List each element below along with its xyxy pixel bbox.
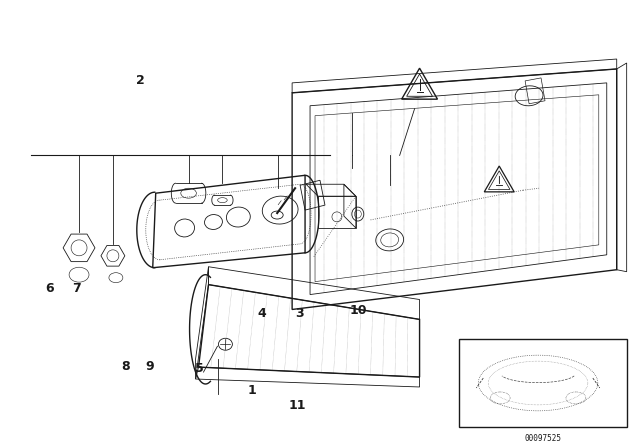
Text: 8: 8 xyxy=(122,360,130,373)
Text: 00097525: 00097525 xyxy=(525,434,561,443)
Text: 1: 1 xyxy=(248,384,256,397)
Text: 5: 5 xyxy=(195,362,204,375)
Text: 11: 11 xyxy=(289,399,307,412)
Bar xyxy=(460,339,627,427)
Text: 6: 6 xyxy=(45,282,54,295)
Text: 4: 4 xyxy=(257,306,266,319)
Text: 2: 2 xyxy=(136,74,145,87)
Text: 3: 3 xyxy=(295,306,304,319)
Text: 10: 10 xyxy=(349,304,367,317)
Text: 7: 7 xyxy=(72,282,81,295)
Text: 9: 9 xyxy=(145,360,154,373)
